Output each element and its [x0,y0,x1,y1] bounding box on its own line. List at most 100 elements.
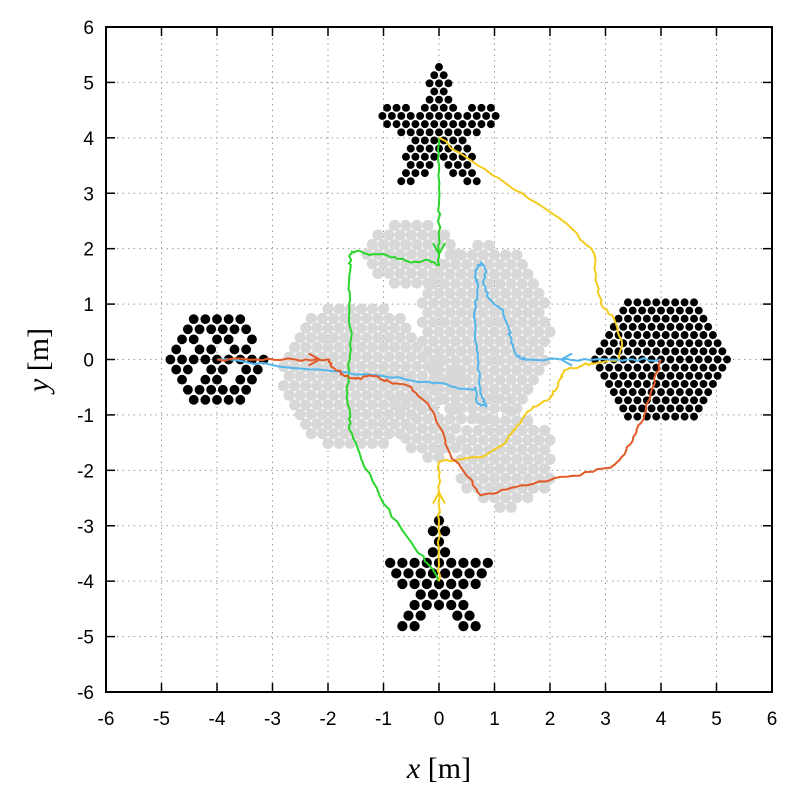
hexagon-right-dot [633,331,642,339]
y-tick-label: 0 [83,351,94,372]
star-top-dot [406,144,415,153]
intermediate-dot [294,370,306,382]
intermediate-dot [339,332,351,344]
star-top-dot [425,144,434,153]
star-top-dot [453,128,462,137]
intermediate-dot [405,267,417,280]
hexagon-right-dot [652,396,661,405]
intermediate-dot [383,229,395,241]
hexagon-right-dot [619,322,628,331]
x-tick-label: 1 [489,709,500,730]
star-bottom-dot [409,557,420,568]
intermediate-dot [322,418,334,430]
intermediate-dot [450,403,462,415]
intermediate-dot [327,370,340,382]
intermediate-dot [438,297,451,309]
intermediate-dot [488,492,501,504]
star-bottom-dot [427,526,439,537]
intermediate-dot [477,472,489,485]
star-top-dot [425,160,434,169]
intermediate-dot [355,437,367,449]
intermediate-dot [444,326,456,338]
formation-dots [165,63,732,632]
hexagon-right-dot [699,396,708,405]
intermediate-dot [361,332,373,344]
star-top-dot [425,79,434,88]
intermediate-dot [394,370,406,382]
hexagon-right-dot [624,363,632,372]
intermediate-dot [311,399,323,411]
intermediate-dot [544,326,556,338]
star-top-dot [420,169,429,178]
intermediate-dot [305,428,317,440]
star-top-dot [444,112,453,120]
intermediate-dot [383,312,395,325]
intermediate-dot [522,326,534,338]
intermediate-dot [322,322,334,334]
x-tick-label: 5 [711,709,722,730]
intermediate-dot [372,408,384,421]
star-top-dot [472,128,481,137]
hexagon-left-dot [235,374,246,385]
intermediate-dot [289,399,301,411]
intermediate-dot [511,383,523,395]
intermediate-dot [500,383,512,395]
intermediate-dot [461,444,473,456]
intermediate-dot [316,408,329,421]
hexagon-right-dot [685,404,694,413]
hexagon-right-dot [628,388,637,397]
intermediate-dot [405,229,417,241]
hexagon-right-dot [628,306,637,315]
intermediate-dot [516,482,528,494]
hexagon-left-dot [241,344,252,355]
intermediate-dot [422,306,434,319]
intermediate-dot [411,219,423,232]
intermediate-dot [461,335,473,347]
intermediate-dot [483,463,495,475]
star-top-dot [435,95,443,104]
star-top-dot [406,160,415,169]
hexagon-right-dot [713,371,722,380]
star-bottom-dot [415,589,426,600]
hexagon-right-dot [666,322,675,331]
star-top-dot [406,112,415,120]
hexagon-right-dot [624,412,632,421]
intermediate-dot [477,268,489,280]
star-bottom-dot [433,578,445,590]
trajectory-red [216,357,662,497]
intermediate-dot [522,287,534,299]
hexagon-right-dot [595,363,604,372]
star-top-dot [416,144,425,153]
hexagon-right-dot [680,314,689,323]
intermediate-dot [411,394,423,406]
intermediate-dot [427,403,440,415]
star-top-dot [430,87,439,96]
star-top-dot [430,136,439,145]
intermediate-dot [516,335,528,347]
intermediate-dot [472,374,484,386]
intermediate-dot [327,428,340,440]
hexagon-left-dot [217,324,228,335]
star-top-dot [430,103,439,112]
intermediate-dot [377,437,390,449]
intermediate-dot [438,278,451,290]
hexagon-right-dot [675,306,684,315]
intermediate-dot [483,259,495,271]
trajectories [216,136,662,582]
arrowhead-blue [560,352,573,367]
hexagon-right-dot [657,371,665,380]
intermediate-dot [522,453,534,465]
hexagon-right-dot [708,380,717,388]
hexagon-left-dot [194,344,205,355]
hexagon-right-dot [685,388,694,397]
star-top-dot [425,112,434,120]
star-bottom-dot [458,557,469,568]
hexagon-right-dot [633,314,642,323]
intermediate-dot [433,355,445,367]
intermediate-dot [289,380,301,392]
star-bottom-dot [458,578,469,590]
intermediate-dot [483,335,495,347]
intermediate-dot [472,444,484,456]
hexagon-left-dot [247,334,257,345]
intermediate-dot [366,418,378,430]
